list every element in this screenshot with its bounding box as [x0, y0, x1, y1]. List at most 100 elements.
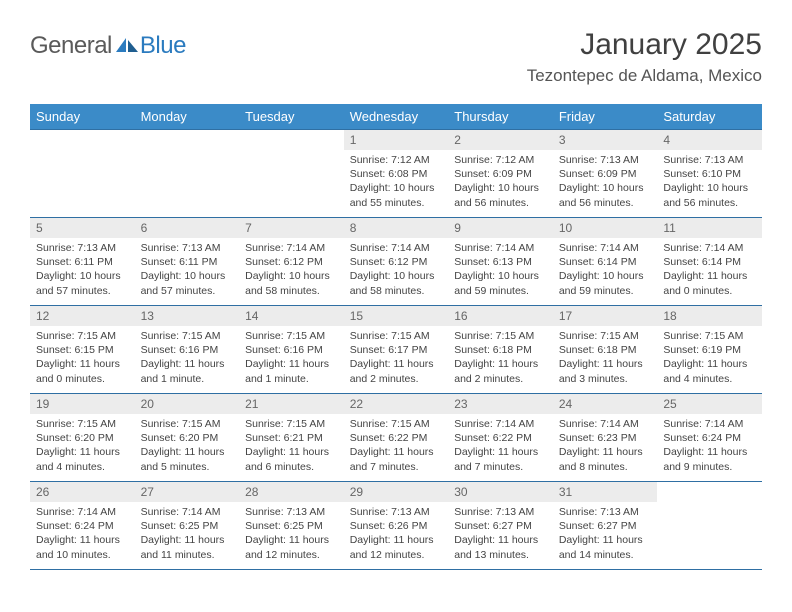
calendar-cell: 6 Sunrise: 7:13 AMSunset: 6:11 PMDaylight… — [135, 218, 240, 306]
calendar-cell: 22Sunrise: 7:15 AMSunset: 6:22 PMDayligh… — [344, 394, 449, 482]
day-details: Sunrise: 7:15 AMSunset: 6:16 PMDaylight:… — [239, 326, 344, 388]
calendar-cell: 3Sunrise: 7:13 AMSunset: 6:09 PMDaylight… — [553, 130, 658, 218]
sunset-text: Sunset: 6:12 PM — [350, 255, 443, 269]
calendar-week: 19Sunrise: 7:15 AMSunset: 6:20 PMDayligh… — [30, 394, 762, 482]
calendar-cell: 15Sunrise: 7:15 AMSunset: 6:17 PMDayligh… — [344, 306, 449, 394]
daylight-text: Daylight: 11 hours and 12 minutes. — [245, 533, 338, 561]
calendar-cell: 11Sunrise: 7:14 AMSunset: 6:14 PMDayligh… — [657, 218, 762, 306]
day-details: Sunrise: 7:15 AMSunset: 6:22 PMDaylight:… — [344, 414, 449, 476]
sunset-text: Sunset: 6:13 PM — [454, 255, 547, 269]
day-details: Sunrise: 7:14 AMSunset: 6:24 PMDaylight:… — [30, 502, 135, 564]
daylight-text: Daylight: 11 hours and 8 minutes. — [559, 445, 652, 473]
day-details: Sunrise: 7:15 AMSunset: 6:18 PMDaylight:… — [553, 326, 658, 388]
sunset-text: Sunset: 6:14 PM — [559, 255, 652, 269]
sunrise-text: Sunrise: 7:14 AM — [663, 241, 756, 255]
daylight-text: Daylight: 11 hours and 4 minutes. — [36, 445, 129, 473]
calendar-week: 1Sunrise: 7:12 AMSunset: 6:08 PMDaylight… — [30, 130, 762, 218]
title-block: January 2025 Tezontepec de Aldama, Mexic… — [527, 28, 762, 86]
calendar-cell: 17Sunrise: 7:15 AMSunset: 6:18 PMDayligh… — [553, 306, 658, 394]
calendar-cell: 10Sunrise: 7:14 AMSunset: 6:14 PMDayligh… — [553, 218, 658, 306]
daylight-text: Daylight: 10 hours and 56 minutes. — [559, 181, 652, 209]
sunset-text: Sunset: 6:22 PM — [454, 431, 547, 445]
calendar-cell: 7Sunrise: 7:14 AMSunset: 6:12 PMDaylight… — [239, 218, 344, 306]
day-details: Sunrise: 7:13 AMSunset: 6:27 PMDaylight:… — [553, 502, 658, 564]
sunset-text: Sunset: 6:26 PM — [350, 519, 443, 533]
calendar-cell: 1Sunrise: 7:12 AMSunset: 6:08 PMDaylight… — [344, 130, 449, 218]
day-number: 5 — [30, 218, 135, 238]
calendar-cell — [135, 130, 240, 218]
daylight-text: Daylight: 11 hours and 1 minute. — [245, 357, 338, 385]
day-details: Sunrise: 7:15 AMSunset: 6:18 PMDaylight:… — [448, 326, 553, 388]
sunset-text: Sunset: 6:12 PM — [245, 255, 338, 269]
day-number: 20 — [135, 394, 240, 414]
day-header: Monday — [135, 104, 240, 130]
calendar-cell: 26Sunrise: 7:14 AMSunset: 6:24 PMDayligh… — [30, 482, 135, 570]
calendar-week: 5Sunrise: 7:13 AMSunset: 6:11 PMDaylight… — [30, 218, 762, 306]
day-number: 6 — [135, 218, 240, 238]
day-header: Tuesday — [239, 104, 344, 130]
day-details: Sunrise: 7:14 AMSunset: 6:25 PMDaylight:… — [135, 502, 240, 564]
day-details: Sunrise: 7:14 AMSunset: 6:14 PMDaylight:… — [553, 238, 658, 300]
calendar-cell: 21Sunrise: 7:15 AMSunset: 6:21 PMDayligh… — [239, 394, 344, 482]
daylight-text: Daylight: 10 hours and 58 minutes. — [245, 269, 338, 297]
day-details: Sunrise: 7:15 AMSunset: 6:20 PMDaylight:… — [135, 414, 240, 476]
sunrise-text: Sunrise: 7:14 AM — [454, 241, 547, 255]
daylight-text: Daylight: 10 hours and 57 minutes. — [141, 269, 234, 297]
day-number: 8 — [344, 218, 449, 238]
calendar-week: 12Sunrise: 7:15 AMSunset: 6:15 PMDayligh… — [30, 306, 762, 394]
sunset-text: Sunset: 6:27 PM — [559, 519, 652, 533]
calendar-cell: 28Sunrise: 7:13 AMSunset: 6:25 PMDayligh… — [239, 482, 344, 570]
daylight-text: Daylight: 11 hours and 0 minutes. — [663, 269, 756, 297]
day-number: 26 — [30, 482, 135, 502]
sunrise-text: Sunrise: 7:13 AM — [663, 153, 756, 167]
calendar-cell: 29Sunrise: 7:13 AMSunset: 6:26 PMDayligh… — [344, 482, 449, 570]
sunset-text: Sunset: 6:11 PM — [141, 255, 234, 269]
day-number: 2 — [448, 130, 553, 150]
sunset-text: Sunset: 6:23 PM — [559, 431, 652, 445]
day-number: 9 — [448, 218, 553, 238]
sunset-text: Sunset: 6:22 PM — [350, 431, 443, 445]
location: Tezontepec de Aldama, Mexico — [527, 66, 762, 86]
sunrise-text: Sunrise: 7:14 AM — [454, 417, 547, 431]
calendar-cell: 14Sunrise: 7:15 AMSunset: 6:16 PMDayligh… — [239, 306, 344, 394]
sunset-text: Sunset: 6:09 PM — [454, 167, 547, 181]
sunset-text: Sunset: 6:11 PM — [36, 255, 129, 269]
day-details: Sunrise: 7:13 AMSunset: 6:26 PMDaylight:… — [344, 502, 449, 564]
sunset-text: Sunset: 6:24 PM — [663, 431, 756, 445]
day-details: Sunrise: 7:14 AMSunset: 6:24 PMDaylight:… — [657, 414, 762, 476]
daylight-text: Daylight: 10 hours and 55 minutes. — [350, 181, 443, 209]
day-details: Sunrise: 7:14 AMSunset: 6:12 PMDaylight:… — [239, 238, 344, 300]
daylight-text: Daylight: 11 hours and 7 minutes. — [350, 445, 443, 473]
day-header: Thursday — [448, 104, 553, 130]
sunset-text: Sunset: 6:14 PM — [663, 255, 756, 269]
calendar-cell: 20Sunrise: 7:15 AMSunset: 6:20 PMDayligh… — [135, 394, 240, 482]
sunset-text: Sunset: 6:19 PM — [663, 343, 756, 357]
daylight-text: Daylight: 11 hours and 1 minute. — [141, 357, 234, 385]
sunrise-text: Sunrise: 7:13 AM — [36, 241, 129, 255]
calendar-cell: 13Sunrise: 7:15 AMSunset: 6:16 PMDayligh… — [135, 306, 240, 394]
calendar-cell: 9Sunrise: 7:14 AMSunset: 6:13 PMDaylight… — [448, 218, 553, 306]
daylight-text: Daylight: 11 hours and 11 minutes. — [141, 533, 234, 561]
day-details: Sunrise: 7:15 AMSunset: 6:17 PMDaylight:… — [344, 326, 449, 388]
sunrise-text: Sunrise: 7:13 AM — [141, 241, 234, 255]
brand-part1: General — [30, 32, 112, 60]
day-details: Sunrise: 7:12 AMSunset: 6:08 PMDaylight:… — [344, 150, 449, 212]
sunset-text: Sunset: 6:10 PM — [663, 167, 756, 181]
day-details: Sunrise: 7:13 AMSunset: 6:10 PMDaylight:… — [657, 150, 762, 212]
brand-part2: Blue — [140, 32, 186, 60]
sunrise-text: Sunrise: 7:15 AM — [36, 329, 129, 343]
daylight-text: Daylight: 10 hours and 59 minutes. — [559, 269, 652, 297]
brand-sail-icon — [116, 36, 138, 59]
calendar-cell: 16Sunrise: 7:15 AMSunset: 6:18 PMDayligh… — [448, 306, 553, 394]
sunset-text: Sunset: 6:08 PM — [350, 167, 443, 181]
sunrise-text: Sunrise: 7:15 AM — [245, 329, 338, 343]
day-header: Friday — [553, 104, 658, 130]
sunrise-text: Sunrise: 7:15 AM — [141, 329, 234, 343]
daylight-text: Daylight: 11 hours and 4 minutes. — [663, 357, 756, 385]
sunrise-text: Sunrise: 7:14 AM — [559, 241, 652, 255]
daylight-text: Daylight: 11 hours and 0 minutes. — [36, 357, 129, 385]
day-number: 7 — [239, 218, 344, 238]
day-header: Saturday — [657, 104, 762, 130]
calendar-cell: 5Sunrise: 7:13 AMSunset: 6:11 PMDaylight… — [30, 218, 135, 306]
day-number: 16 — [448, 306, 553, 326]
